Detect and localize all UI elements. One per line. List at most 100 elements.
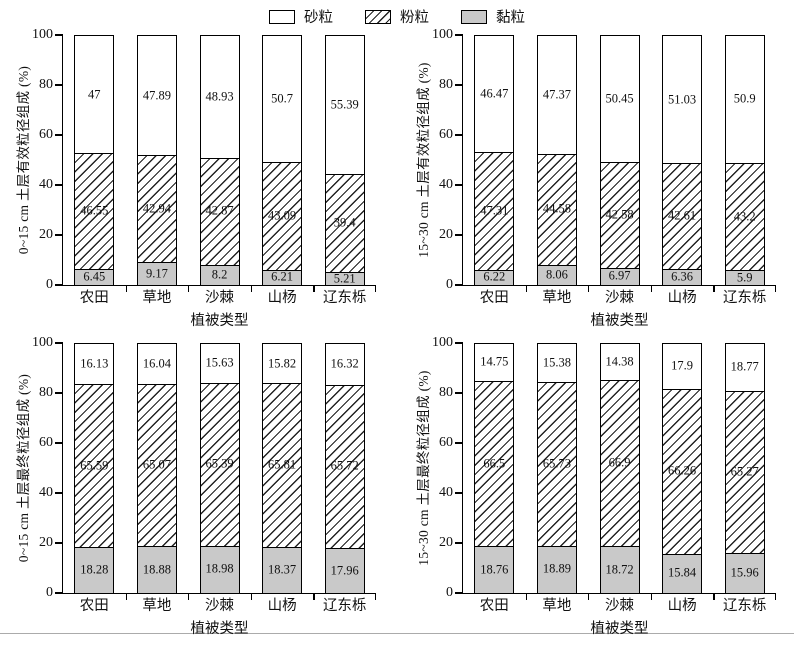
category-label: 沙棘	[604, 598, 634, 614]
value-label-silt: 65.27	[730, 464, 759, 479]
stacked-bar: 18.28 65.59 16.13	[74, 343, 115, 593]
plot-top-right: 0 20 40 60 80 100 农田 草地 沙棘 山杨 辽东栎 植被类型 6.22 47.31 46.4…	[432, 28, 777, 329]
y-tick	[455, 134, 463, 136]
category-label: 山杨	[267, 290, 297, 306]
x-tick	[375, 593, 377, 600]
stacked-bar: 6.97 42.58 50.45	[599, 35, 640, 285]
y-tick	[55, 84, 63, 86]
stacked-bar: 8.06 44.58 47.37	[536, 35, 577, 285]
category-label: 草地	[542, 290, 572, 306]
y-tick-label: 60	[39, 127, 53, 142]
segment-silt	[475, 151, 514, 270]
x-tick	[188, 593, 190, 600]
y-tick	[455, 592, 463, 594]
segment-silt	[200, 382, 239, 546]
segment-silt	[75, 153, 114, 269]
y-tick	[55, 284, 63, 286]
category-label: 沙棘	[204, 290, 234, 306]
x-tick	[250, 593, 252, 600]
y-tick	[55, 492, 63, 494]
segment-clay	[137, 262, 176, 285]
segment-silt	[600, 379, 639, 547]
segment-clay	[200, 264, 239, 285]
y-tick-label: 100	[32, 27, 53, 42]
category-label: 草地	[542, 598, 572, 614]
y-tick	[455, 342, 463, 344]
y-tick	[55, 392, 63, 394]
value-label-silt: 46.55	[80, 203, 109, 218]
y-tick-label: 0	[446, 277, 453, 292]
x-tick	[525, 285, 527, 292]
value-label-sand: 47	[88, 87, 101, 102]
y-axis-title: 15~30 cm 土层最终粒径组成 (%)	[416, 370, 431, 566]
value-label-clay: 6.21	[271, 269, 294, 284]
value-label-clay: 18.76	[480, 562, 509, 577]
segment-silt	[725, 162, 764, 271]
y-axis-title: 0~15 cm 土层最终粒径组成 (%)	[16, 373, 31, 563]
value-label-silt: 42.61	[668, 208, 697, 223]
legend-label: 砂粒	[304, 10, 333, 26]
segment-silt	[475, 380, 514, 547]
y-axis-title: 0~15 cm 土层有效粒径组成 (%)	[16, 65, 31, 255]
value-label-silt: 42.58	[605, 207, 634, 222]
value-label-silt: 66.9	[608, 455, 631, 470]
y-tick	[55, 592, 63, 594]
x-tick	[125, 593, 127, 600]
category-label: 山杨	[267, 598, 297, 614]
y-tick-label: 20	[439, 535, 453, 550]
category-label: 辽东栎	[722, 290, 767, 306]
value-label-silt: 42.87	[205, 203, 234, 218]
value-label-clay: 18.28	[80, 562, 109, 577]
value-label-clay: 6.36	[671, 269, 694, 284]
segment-silt	[325, 173, 364, 273]
stacked-bar: 18.37 65.81 15.82	[262, 343, 303, 593]
category-label: 山杨	[667, 290, 697, 306]
value-label-sand: 18.77	[730, 359, 759, 374]
y-tick-label: 0	[446, 585, 453, 600]
y-axis-title: 15~30 cm 土层有效粒径组成 (%)	[416, 62, 431, 258]
segment-clay	[475, 546, 514, 593]
y-tick	[455, 542, 463, 544]
segment-clay	[600, 546, 639, 593]
segment-silt	[137, 155, 176, 263]
stacked-bar: 17.96 65.72 16.32	[324, 343, 365, 593]
category-label: 农田	[479, 290, 509, 306]
y-tick	[455, 184, 463, 186]
x-tick	[775, 593, 777, 600]
category-label: 沙棘	[204, 598, 234, 614]
segment-clay	[137, 546, 176, 593]
x-tick	[313, 593, 315, 600]
segment-clay	[663, 553, 702, 593]
y-tick-label: 40	[439, 177, 453, 192]
segment-clay	[263, 269, 302, 285]
segment-clay	[75, 268, 114, 285]
y-tick	[55, 234, 63, 236]
value-label-sand: 17.9	[671, 358, 694, 373]
value-label-clay: 5.21	[333, 271, 356, 286]
category-label: 农田	[479, 598, 509, 614]
x-axis-title: 植被类型	[590, 313, 649, 329]
y-tick-label: 80	[39, 385, 53, 400]
value-label-sand: 51.03	[668, 92, 697, 107]
value-label-clay: 15.96	[730, 565, 759, 580]
value-label-silt: 43.09	[268, 208, 297, 223]
category-label: 草地	[142, 598, 172, 614]
y-tick-label: 80	[39, 77, 53, 92]
stacked-bar: 18.76 66.5 14.75	[474, 343, 515, 593]
x-axis-title: 植被类型	[190, 621, 249, 637]
y-tick-label: 0	[46, 585, 53, 600]
segment-clay	[725, 270, 764, 285]
value-label-silt: 66.26	[668, 463, 697, 478]
value-label-sand: 50.9	[733, 91, 756, 106]
value-label-clay: 9.17	[145, 266, 168, 281]
value-label-clay: 18.37	[268, 562, 297, 577]
y-tick-label: 40	[39, 485, 53, 500]
value-label-clay: 17.96	[330, 563, 359, 578]
stacked-bar: 6.21 43.09 50.7	[262, 35, 303, 285]
y-tick	[455, 84, 463, 86]
y-tick-label: 0	[46, 277, 53, 292]
value-label-silt: 65.59	[80, 458, 109, 473]
y-tick	[55, 542, 63, 544]
plot-top-left: 0 20 40 60 80 100 农田 草地 沙棘 山杨 辽东栎 植被类型 6.45 46.55 47 9.…	[32, 28, 377, 329]
value-label-clay: 18.89	[542, 561, 571, 576]
